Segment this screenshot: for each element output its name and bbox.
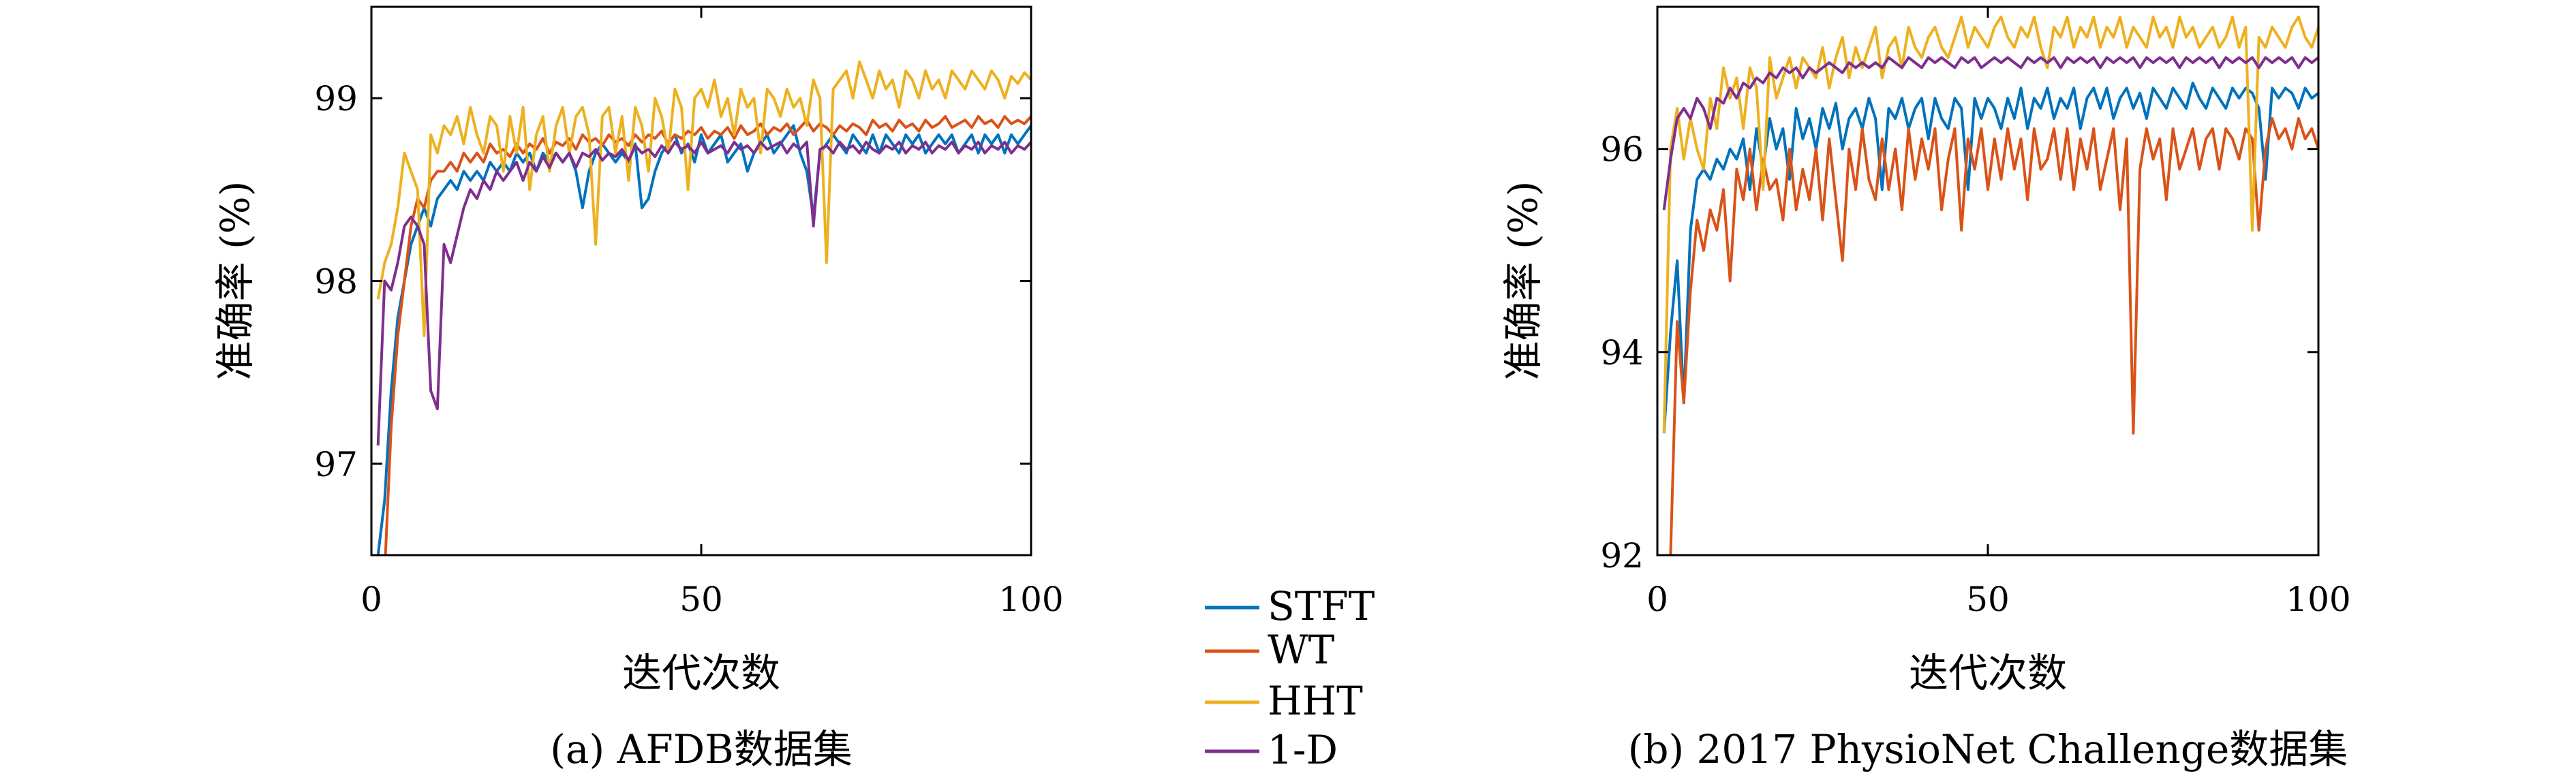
legend-item-1d: 1-D [1205,727,1338,773]
series-line-wt-physionet [1669,117,2318,555]
series-line-wt-afdb [384,115,1031,555]
series-line-1d-physionet [1662,56,2318,210]
legend-item-hht: HHT [1205,678,1363,724]
x-tick-label: 50 [679,580,723,619]
series-line-stft-physionet [1662,81,2318,434]
chart-physionet: 0 50 100 92 94 96 迭代次数 准确率 (%) (b) 2017 Physi… [1500,5,2351,772]
series-layer-afdb [376,60,1031,555]
series-line-hht-physionet [1662,15,2318,434]
legend-label-1d: 1-D [1268,727,1338,773]
y-tick-label: 94 [1600,333,1644,373]
legend-label-wt: WT [1268,627,1335,673]
ticks-physionet: 0 50 100 92 94 96 [1600,7,2351,619]
x-tick-label: 100 [998,580,1063,619]
legend-item-stft: STFT [1205,583,1375,629]
y-tick-label: 99 [314,79,358,119]
y-tick-label: 98 [314,262,358,302]
y-axis-label-afdb: 准确率 (%) [212,181,258,381]
legend-label-hht: HHT [1268,678,1363,724]
x-tick-label: 50 [1966,580,2010,619]
chart-afdb: 0 50 100 97 98 99 迭代次数 准确率 (%) (a) AFDB数据集 [212,5,1064,772]
y-tick-label: 92 [1600,536,1644,576]
legend-item-wt: WT [1205,627,1335,673]
x-tick-label: 100 [2286,580,2350,619]
y-tick-label: 96 [1600,130,1644,170]
series-layer-physionet [1662,15,2318,555]
legend-label-stft: STFT [1268,583,1375,629]
ticks-afdb: 0 50 100 97 98 99 [314,7,1064,619]
series-line-1d-afdb [376,140,1031,446]
legend: STFT WT HHT 1-D [1205,583,1375,773]
x-tick-label: 0 [361,580,382,619]
y-tick-label: 97 [314,445,358,484]
y-axis-label-physionet: 准确率 (%) [1500,181,1546,381]
x-axis-label-afdb: 迭代次数 [622,650,780,696]
caption-physionet: (b) 2017 PhysioNet Challenge数据集 [1628,726,2348,772]
caption-afdb: (a) AFDB数据集 [550,726,853,772]
x-axis-label-physionet: 迭代次数 [1909,650,2067,696]
x-tick-label: 0 [1646,580,1668,619]
series-line-stft-afdb [376,124,1031,555]
series-line-hht-afdb [376,60,1031,337]
